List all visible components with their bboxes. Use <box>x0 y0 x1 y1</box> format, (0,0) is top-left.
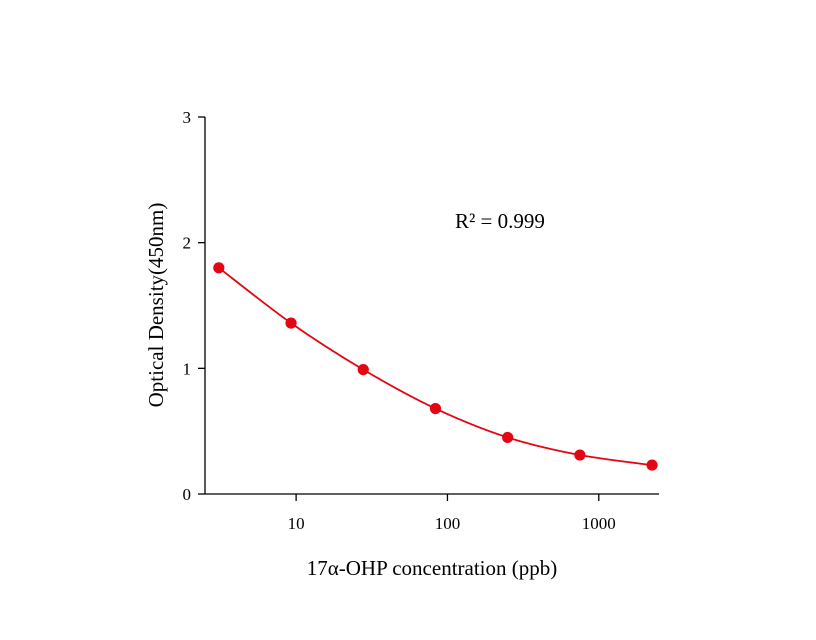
data-point <box>213 262 225 274</box>
data-point <box>357 363 369 376</box>
x-ticks: 10 100 1000 <box>288 494 616 533</box>
r-squared-annotation: R² = 0.999 <box>455 209 545 233</box>
y-axis-title: Optical Density(450nm) <box>144 203 168 408</box>
x-tick-label: 10 <box>288 514 305 533</box>
data-point <box>285 317 297 329</box>
y-ticks: 0 1 2 3 <box>183 108 205 504</box>
data-points <box>213 262 658 471</box>
y-tick-label: 2 <box>183 234 192 253</box>
data-point <box>646 459 658 471</box>
data-point <box>429 402 442 415</box>
x-axis-title: 17α-OHP concentration (ppb) <box>307 556 558 580</box>
y-tick-label: 3 <box>183 108 192 127</box>
x-tick-label: 1000 <box>582 514 616 533</box>
data-point <box>502 431 514 444</box>
axes <box>204 117 659 495</box>
y-tick-label: 0 <box>183 485 192 504</box>
data-point <box>574 449 586 461</box>
y-tick-label: 1 <box>183 359 192 378</box>
fit-curve <box>218 267 653 466</box>
x-tick-label: 100 <box>435 514 461 533</box>
